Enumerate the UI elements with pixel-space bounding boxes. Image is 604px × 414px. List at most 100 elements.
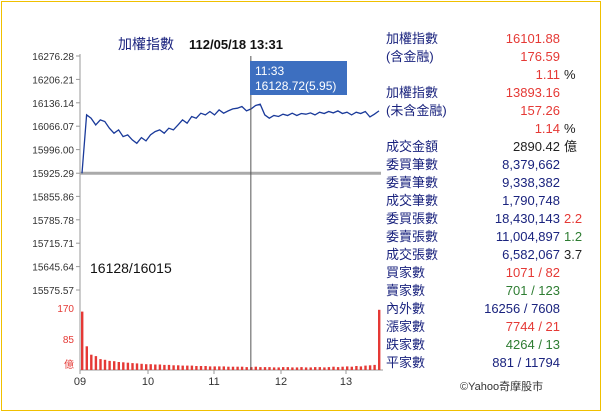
stat-label: 跌家數 xyxy=(386,337,426,352)
y-tick-label: 16136.14 xyxy=(32,99,74,110)
tooltip-value: 16128.72(5.95) xyxy=(255,79,336,93)
stat-row: 平家數 881 / 11794 xyxy=(386,354,600,372)
x-tick-labels: 09 10 11 12 13 xyxy=(74,376,352,388)
volume-bars xyxy=(81,309,381,370)
stat-value: 18,430,143 xyxy=(494,211,560,226)
stat-value: 1071 / 82 xyxy=(505,265,560,280)
volume-bar xyxy=(158,364,162,370)
stat-value: 16101.88 xyxy=(505,31,560,46)
stat-label: 委賣筆數 xyxy=(386,175,439,190)
tooltip-box xyxy=(250,61,347,95)
y-tick-label: 15925.29 xyxy=(32,169,74,180)
stat-row: 成交金額 2890.42 億 xyxy=(386,138,600,156)
x-tick-label: 09 xyxy=(74,376,86,388)
volume-bar xyxy=(231,366,235,370)
volume-bar xyxy=(145,364,148,370)
y-tick-label: 15855.86 xyxy=(32,192,74,203)
tooltip-time: 11:33 xyxy=(255,64,284,78)
stat-label: (含金融) xyxy=(386,49,434,64)
stat-label: 漲家數 xyxy=(386,319,426,334)
volume-bar xyxy=(291,367,294,370)
price-line xyxy=(81,103,380,174)
stat-label: 內外數 xyxy=(386,301,426,316)
stat-label: 委買張數 xyxy=(386,211,439,226)
volume-bar xyxy=(181,365,184,370)
volume-bar xyxy=(103,359,107,370)
x-tick-label: 11 xyxy=(208,376,219,388)
volume-bar xyxy=(177,365,180,370)
volume-bar xyxy=(277,367,280,370)
stat-row: 跌家數 4264 / 13 xyxy=(386,336,600,354)
volume-bar xyxy=(282,367,285,370)
volume-bar xyxy=(373,364,376,370)
stat-row: 1.11% xyxy=(386,66,600,84)
volume-bar xyxy=(236,366,239,370)
stat-label: (未含金融) xyxy=(386,103,447,118)
y-tick-label: 16066.07 xyxy=(32,122,74,133)
stat-row: 賣家數 701 / 123 xyxy=(386,282,600,300)
stat-extra: 1.2 xyxy=(564,229,583,244)
volume-bar xyxy=(350,366,353,370)
stat-row: 加權指數 16101.88 xyxy=(386,30,600,48)
volume-bar xyxy=(199,366,203,370)
volume-bar xyxy=(108,360,111,370)
stat-row: 加權指數 13893.16 xyxy=(386,84,600,102)
stat-label: 成交金額 xyxy=(386,139,439,154)
y-tick-label: 15715.71 xyxy=(32,239,74,250)
y-tick-labels: 16276.28 16206.21 16136.14 16066.07 15996.00… xyxy=(32,52,74,297)
stat-value: 7744 / 21 xyxy=(505,319,560,334)
stat-value: 1.14 xyxy=(534,121,560,136)
x-tick-label: 12 xyxy=(275,376,287,388)
stats-panel: 加權指數 16101.88 (含金融) 176.59 1.11% 加權指數 13893.16… xyxy=(386,30,600,372)
stat-value: 1,790,748 xyxy=(502,193,560,208)
price-annotation: 16128/16015 xyxy=(90,260,172,276)
stat-row: (未含金融) 157.26 xyxy=(386,102,600,120)
volume-tick-label: 85 xyxy=(63,335,75,346)
stat-extra: % xyxy=(564,67,576,82)
stat-value: 701 / 123 xyxy=(505,283,560,298)
volume-bar xyxy=(149,364,152,370)
stat-row: 內外數 16256 / 7608 xyxy=(386,300,600,318)
volume-bar xyxy=(327,367,331,370)
volume-bar xyxy=(368,365,372,370)
volume-tick-label: 170 xyxy=(57,304,74,315)
copyright-text: ©Yahoo奇摩股市 xyxy=(460,381,544,393)
volume-bar xyxy=(364,365,367,370)
volume-bar xyxy=(240,366,244,370)
volume-bar xyxy=(126,362,130,370)
x-tick-label: 13 xyxy=(340,376,352,388)
volume-bar xyxy=(204,366,207,370)
y-tick-label: 15645.64 xyxy=(32,263,74,274)
stat-label: 加權指數 xyxy=(386,85,439,100)
stat-value: 8,379,662 xyxy=(502,157,560,172)
stat-value: 6,582,067 xyxy=(502,247,560,262)
volume-unit-label: 億 xyxy=(64,358,74,371)
volume-bar xyxy=(341,366,344,370)
volume-bar xyxy=(314,367,317,370)
stat-row: 買家數 1071 / 82 xyxy=(386,264,600,282)
stat-label: 成交張數 xyxy=(386,247,439,262)
y-tick-label: 15575.57 xyxy=(32,286,74,297)
volume-bar xyxy=(359,366,363,370)
volume-bar xyxy=(272,367,276,370)
volume-bar xyxy=(167,364,171,370)
stat-row: 1.14% xyxy=(386,120,600,138)
stat-value: 881 / 11794 xyxy=(492,355,560,370)
volume-bar xyxy=(85,346,88,370)
grid xyxy=(76,54,383,374)
stat-row: 成交張數 6,582,067 3.7 xyxy=(386,246,600,264)
volume-bar xyxy=(117,362,120,370)
stat-extra: 3.7 xyxy=(564,247,583,262)
y-tick-label: 15996.00 xyxy=(32,146,74,157)
volume-bar xyxy=(259,367,262,370)
volume-bar xyxy=(355,366,358,370)
stat-label: 平家數 xyxy=(386,355,426,370)
stat-value: 11,004,897 xyxy=(495,229,560,244)
volume-bar xyxy=(131,363,134,370)
tooltip: 11:33 16128.72(5.95) xyxy=(250,61,347,95)
y-tick-label: 15785.78 xyxy=(32,216,74,227)
y-tick-label: 16276.28 xyxy=(32,52,74,63)
stat-extra: 2.2 xyxy=(564,211,583,226)
volume-bar xyxy=(90,354,93,370)
volume-bar xyxy=(172,365,175,370)
